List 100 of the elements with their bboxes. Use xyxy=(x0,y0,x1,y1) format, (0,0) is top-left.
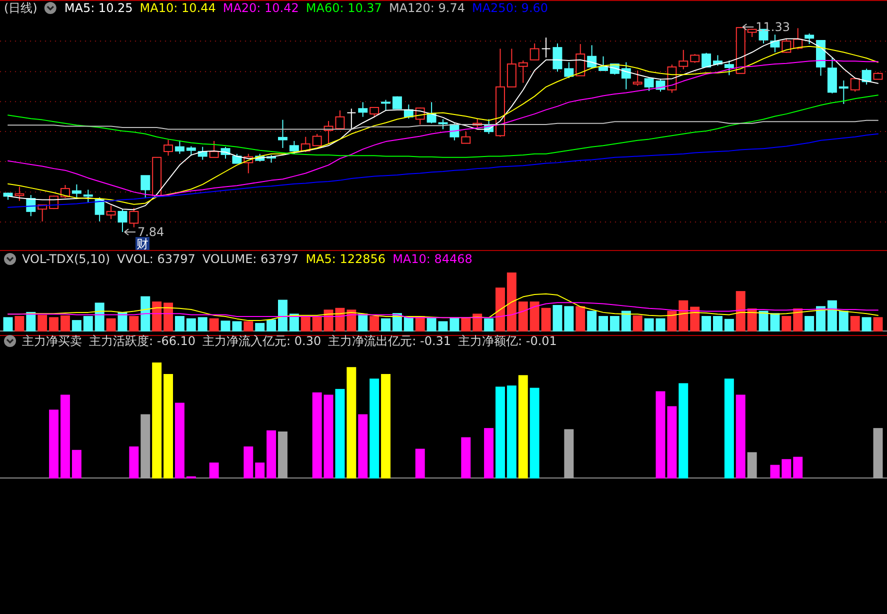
candlestick xyxy=(358,102,368,118)
bar xyxy=(106,318,116,332)
candlestick xyxy=(72,184,82,200)
bar xyxy=(198,317,208,332)
candlestick xyxy=(564,62,574,79)
bar xyxy=(862,317,872,332)
bar xyxy=(60,315,70,332)
candlestick xyxy=(312,133,322,146)
bar xyxy=(564,429,574,478)
bar xyxy=(530,302,540,332)
candlestick xyxy=(94,196,104,222)
bar xyxy=(496,386,505,478)
bar xyxy=(541,308,551,332)
bar xyxy=(266,319,276,332)
candlestick xyxy=(838,80,848,104)
bar xyxy=(690,306,700,332)
bar xyxy=(174,316,184,332)
bar xyxy=(472,314,482,332)
bar xyxy=(736,291,746,332)
bar xyxy=(506,386,516,478)
bar xyxy=(598,316,608,332)
candlestick xyxy=(14,186,24,202)
bar xyxy=(312,392,322,478)
candlestick xyxy=(632,70,642,86)
annotation: 11.33 xyxy=(756,20,790,34)
text: MA20: 10.42 xyxy=(222,1,299,15)
bar xyxy=(60,394,70,478)
bar xyxy=(255,462,265,478)
candlestick xyxy=(850,78,860,92)
bar xyxy=(335,388,345,478)
bar xyxy=(346,310,356,332)
bar xyxy=(838,310,848,332)
bar xyxy=(667,406,677,478)
bar xyxy=(610,316,620,332)
candlestick xyxy=(702,52,712,68)
bar xyxy=(14,316,24,332)
bar xyxy=(174,402,184,478)
bar xyxy=(49,317,59,332)
bar xyxy=(129,316,139,332)
bar xyxy=(370,378,380,478)
bar xyxy=(450,317,460,332)
bar xyxy=(324,394,334,478)
text: MA10: 10.44 xyxy=(140,1,216,15)
bar xyxy=(873,317,883,332)
bar xyxy=(564,306,574,332)
candlestick xyxy=(576,44,586,76)
text: VVOL: 63797 xyxy=(117,252,196,266)
candlestick xyxy=(598,56,608,71)
candlestick xyxy=(392,96,402,110)
bar xyxy=(118,312,128,332)
candlestick xyxy=(381,99,390,111)
candlestick xyxy=(83,189,93,204)
candlestick xyxy=(804,32,814,45)
bar xyxy=(667,310,677,332)
bar xyxy=(804,316,814,332)
candlestick xyxy=(438,118,448,130)
bar xyxy=(461,437,471,478)
bar xyxy=(656,391,666,478)
bar xyxy=(506,272,516,332)
candlestick xyxy=(541,37,551,58)
bar xyxy=(632,315,642,332)
candlestick xyxy=(164,139,173,156)
candlestick xyxy=(118,208,128,232)
candlestick xyxy=(60,184,70,198)
candlestick xyxy=(530,42,540,60)
bar xyxy=(164,374,173,478)
bar xyxy=(232,321,242,332)
bar xyxy=(72,320,82,332)
bar xyxy=(713,316,722,332)
text: MA120: 9.74 xyxy=(388,1,465,15)
bar xyxy=(782,316,792,332)
candlestick xyxy=(106,205,116,220)
candlestick xyxy=(724,60,734,76)
candlestick xyxy=(644,78,654,92)
bar xyxy=(244,321,254,332)
text: 主力活跃度: -66.10 xyxy=(89,334,196,348)
bar xyxy=(312,316,322,332)
candlestick xyxy=(186,146,196,156)
bar xyxy=(587,310,597,332)
annotation: 7.84 xyxy=(137,225,164,239)
bar xyxy=(850,316,860,332)
bar xyxy=(152,302,162,332)
bar xyxy=(381,374,390,478)
text: 主力净流入亿元: 0.30 xyxy=(202,334,322,348)
bar xyxy=(644,318,654,332)
bar xyxy=(49,410,59,478)
candlestick xyxy=(232,153,242,164)
bar xyxy=(381,318,390,332)
chart-title: (日线) xyxy=(4,1,38,15)
candlestick xyxy=(518,60,528,84)
bar xyxy=(129,446,139,478)
bar xyxy=(278,300,288,332)
bar xyxy=(220,320,230,332)
bar xyxy=(873,428,883,478)
candlestick xyxy=(140,175,150,198)
candlestick xyxy=(862,68,872,86)
text: 主力净流出亿元: -0.31 xyxy=(328,334,452,348)
bar xyxy=(3,317,13,332)
bar xyxy=(140,296,150,332)
bar xyxy=(300,316,310,332)
